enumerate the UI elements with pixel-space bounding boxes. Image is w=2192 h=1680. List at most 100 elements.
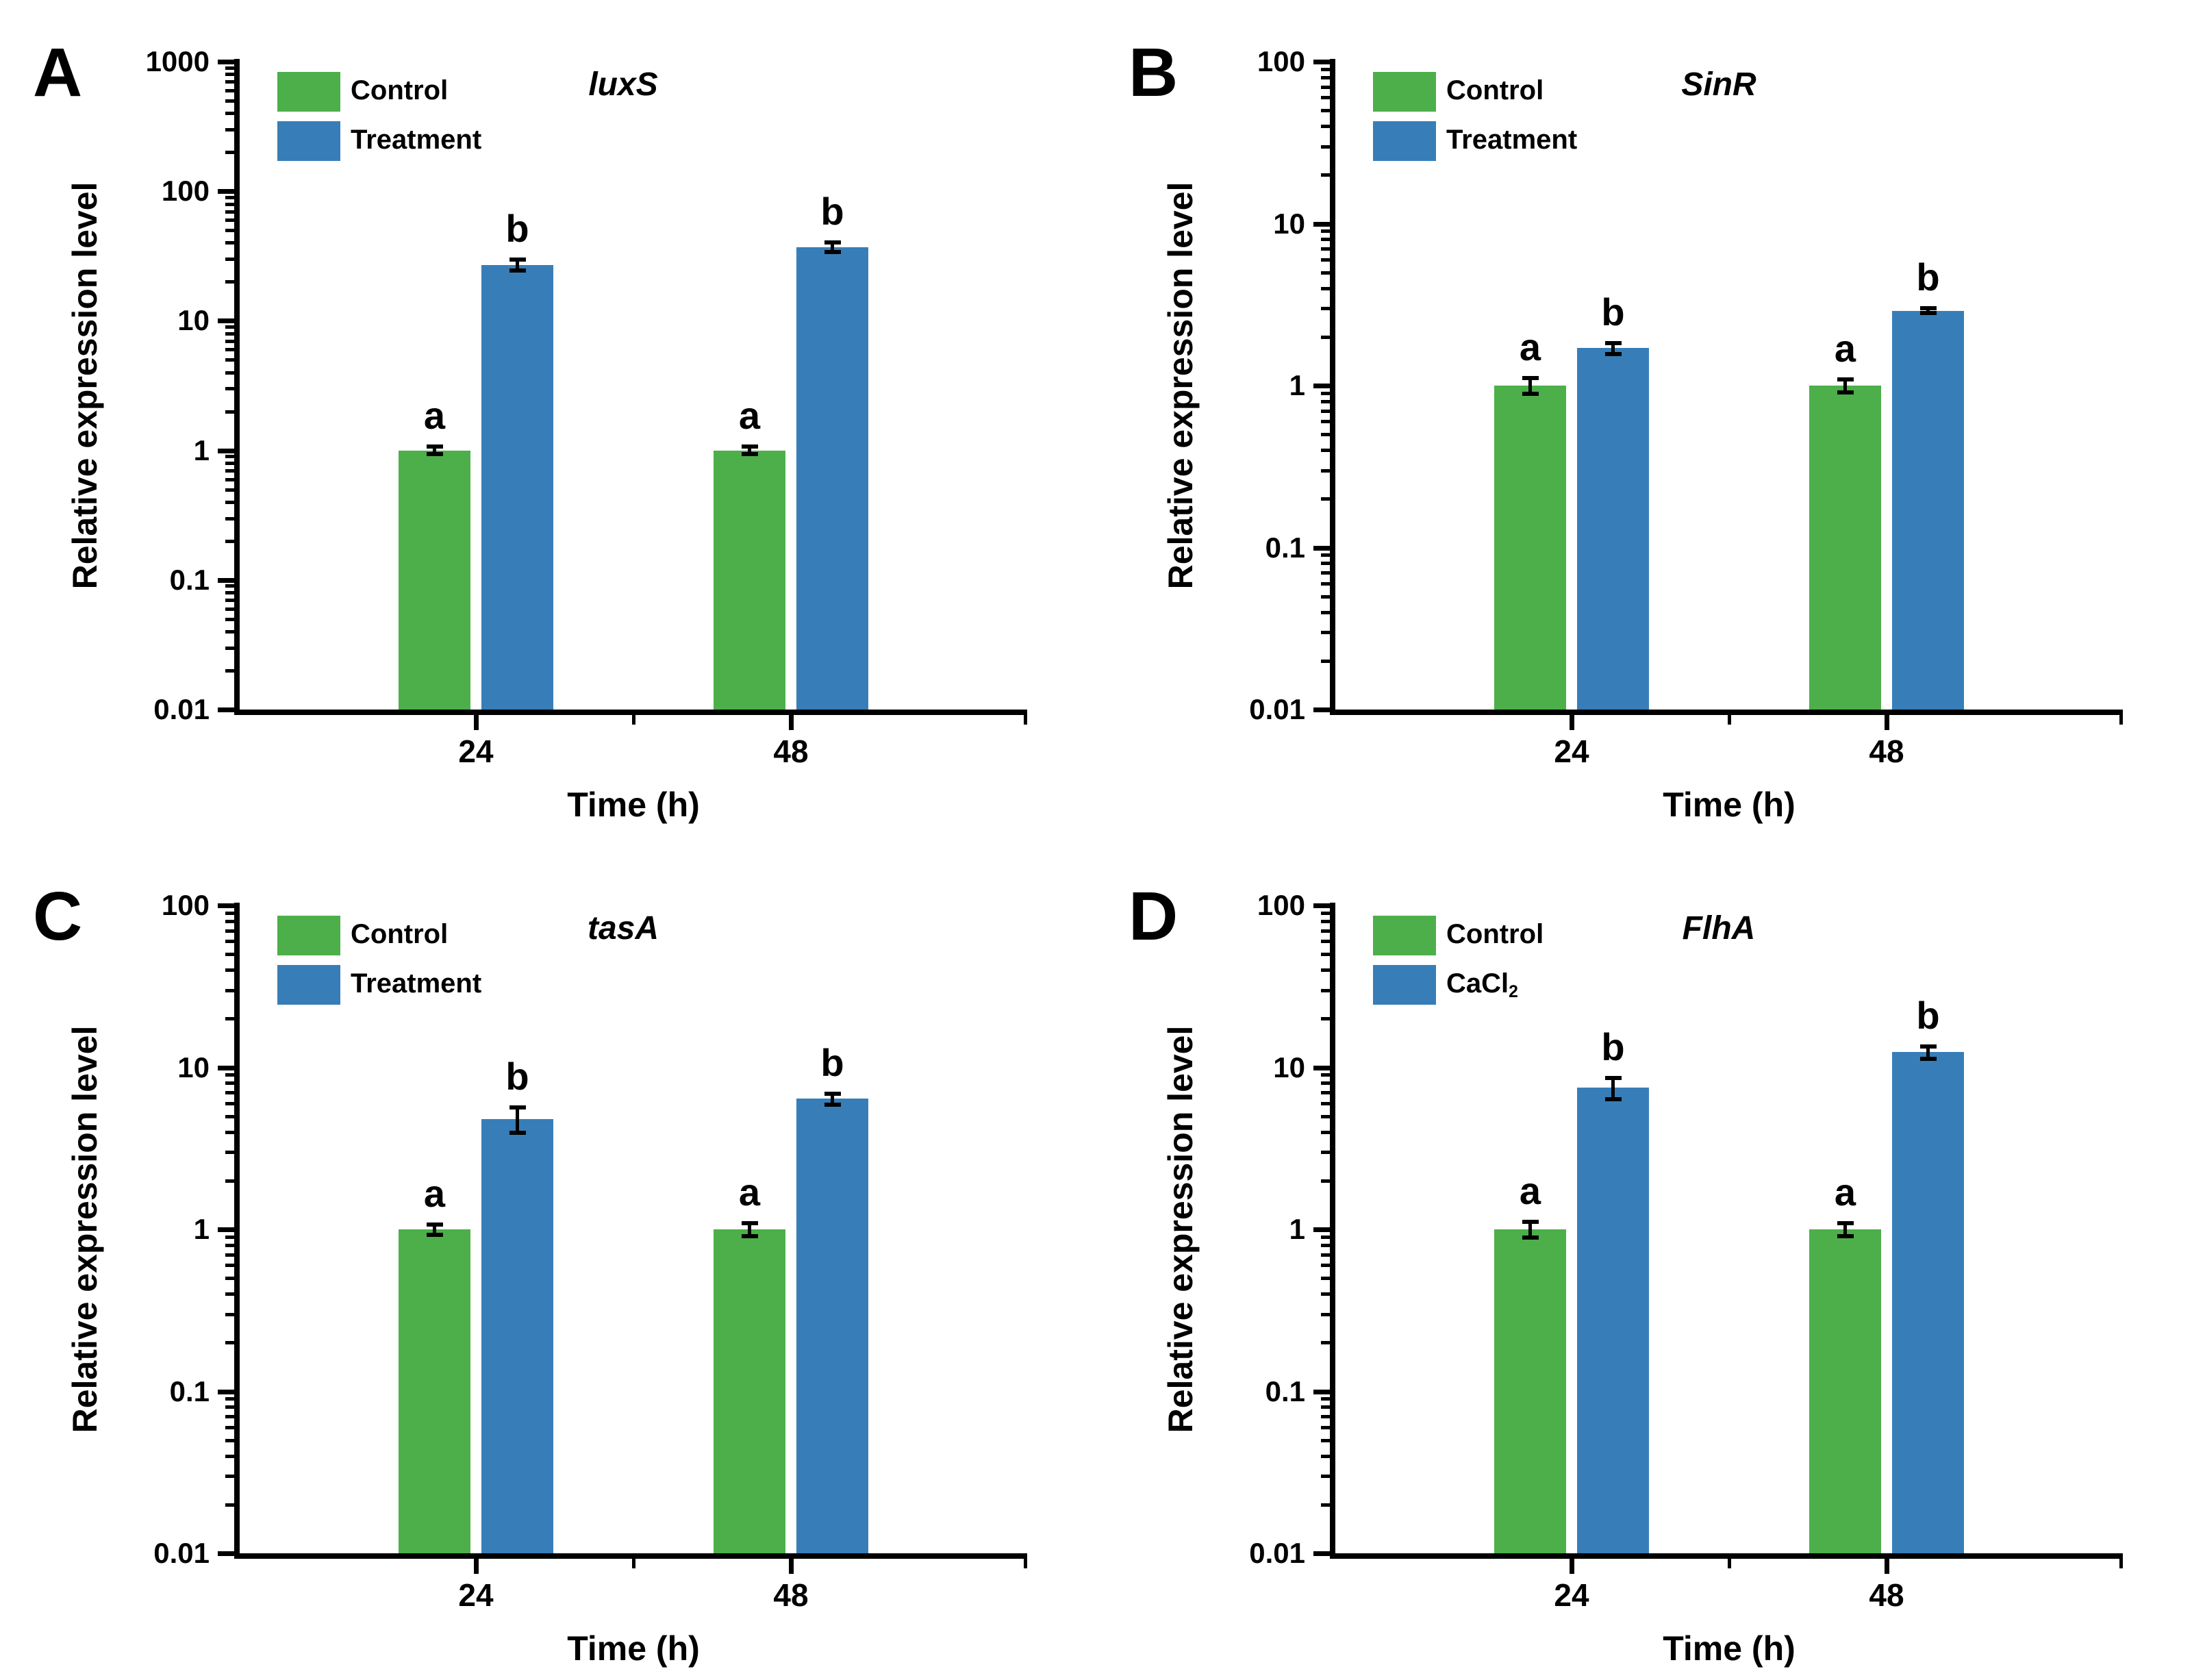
y-minor-tick <box>225 516 234 521</box>
y-minor-tick <box>1321 307 1330 311</box>
y-tick-label: 0.1 <box>169 563 210 596</box>
y-tick-label: 0.01 <box>1249 1537 1305 1569</box>
y-tick-label: 1 <box>193 434 210 466</box>
error-bar-line <box>433 1224 436 1236</box>
bar-control-24 <box>1494 386 1566 710</box>
y-tick-label: 100 <box>161 889 210 921</box>
y-minor-tick <box>1321 433 1330 437</box>
error-bar-cap-bottom <box>1522 1236 1539 1240</box>
y-minor-tick <box>225 202 234 206</box>
error-bar-cap-top <box>426 444 443 449</box>
panel-letter: B <box>1129 34 1179 111</box>
significance-letter: a <box>1519 1169 1541 1213</box>
y-minor-tick <box>225 210 234 214</box>
y-minor-tick <box>1321 449 1330 453</box>
error-bar-cap-bottom <box>1522 392 1539 397</box>
y-minor-tick <box>225 1341 234 1345</box>
legend-label: Treatment <box>351 964 481 1003</box>
x-major-tick <box>1569 1559 1574 1574</box>
y-minor-tick <box>1321 1438 1330 1442</box>
y-minor-tick <box>225 630 234 634</box>
y-minor-tick <box>225 258 234 262</box>
legend-swatch-treatment <box>1373 965 1436 1005</box>
x-major-tick <box>788 1559 794 1574</box>
y-minor-tick <box>225 953 234 957</box>
y-minor-tick <box>225 539 234 543</box>
y-minor-tick <box>225 112 234 116</box>
error-bar-line <box>1611 342 1615 355</box>
y-minor-tick <box>1321 1114 1330 1118</box>
y-minor-tick <box>225 151 234 155</box>
y-minor-tick <box>1321 1277 1330 1281</box>
y-minor-tick <box>1321 399 1330 403</box>
y-minor-tick <box>1321 391 1330 395</box>
error-bar-cap-top <box>1604 1075 1622 1080</box>
y-minor-tick <box>225 1503 234 1507</box>
y-minor-tick <box>225 66 234 70</box>
y-minor-tick <box>1321 229 1330 234</box>
y-axis-title: Relative expression level <box>66 181 104 590</box>
significance-letter: a <box>1834 327 1856 371</box>
significance-letter: b <box>505 1055 529 1099</box>
y-minor-tick <box>225 488 234 492</box>
legend-label: Treatment <box>351 120 481 160</box>
y-minor-tick <box>1321 1101 1330 1105</box>
error-bar-cap-bottom <box>1837 390 1854 394</box>
y-minor-tick <box>1321 1425 1330 1429</box>
y-major-tick <box>218 1227 234 1232</box>
x-axis-title: Time (h) <box>567 786 700 824</box>
x-major-tick <box>788 715 794 730</box>
y-minor-tick <box>225 280 234 284</box>
bar-control-48 <box>1809 1229 1881 1553</box>
significance-letter: a <box>1834 1170 1856 1214</box>
legend-swatch-treatment <box>1373 121 1436 161</box>
error-bar-line <box>1528 377 1532 395</box>
bar-control-48 <box>714 450 785 710</box>
y-minor-tick <box>1321 271 1330 275</box>
y-minor-tick <box>225 1312 234 1316</box>
bar-treatment-48 <box>1892 310 1964 710</box>
error-bar-cap-top <box>741 444 758 449</box>
y-major-tick <box>1313 384 1330 388</box>
error-bar-cap-bottom <box>824 250 841 255</box>
error-bar-line <box>1926 1045 1930 1060</box>
error-bar-line <box>516 1107 519 1134</box>
y-minor-tick <box>1321 571 1330 575</box>
y-major-tick <box>218 1389 234 1394</box>
x-axis <box>234 1553 1027 1559</box>
y-minor-tick <box>225 468 234 473</box>
error-bar-cap-bottom <box>426 1232 443 1237</box>
y-major-tick <box>1313 221 1330 227</box>
y-minor-tick <box>1321 968 1330 973</box>
y-axis <box>1330 903 1335 1559</box>
y-major-tick <box>1313 1065 1330 1070</box>
error-bar-line <box>748 1223 751 1237</box>
y-major-tick <box>218 1065 234 1070</box>
y-minor-tick <box>1321 1243 1330 1247</box>
panel-title: FlhA <box>1682 910 1756 946</box>
y-minor-tick <box>225 127 234 131</box>
panel-letter: D <box>1129 878 1179 955</box>
error-bar-line <box>1843 379 1847 393</box>
y-tick-label: 100 <box>1257 45 1305 77</box>
y-minor-tick <box>1321 109 1330 113</box>
y-minor-tick <box>225 325 234 329</box>
significance-letter: b <box>1601 290 1625 334</box>
y-minor-tick <box>1321 610 1330 614</box>
x-major-tick <box>473 715 479 730</box>
y-minor-tick <box>225 646 234 650</box>
x-end-tick <box>1024 1559 1027 1568</box>
error-bar-cap-bottom <box>509 268 526 273</box>
y-minor-tick <box>1321 988 1330 992</box>
y-minor-tick <box>225 195 234 199</box>
significance-letter: a <box>738 394 761 438</box>
significance-letter: b <box>820 190 844 234</box>
panel-A: A Relative expression level 1000 100 10 1 0.1 0… <box>27 14 1096 836</box>
y-minor-tick <box>225 591 234 595</box>
error-bar-cap-top <box>1919 1044 1937 1049</box>
y-tick-label: 0.01 <box>1249 693 1305 725</box>
y-tick-label: 10 <box>177 1051 210 1083</box>
y-minor-tick <box>225 1091 234 1095</box>
y-minor-tick <box>1321 1405 1330 1409</box>
y-minor-tick <box>225 241 234 245</box>
